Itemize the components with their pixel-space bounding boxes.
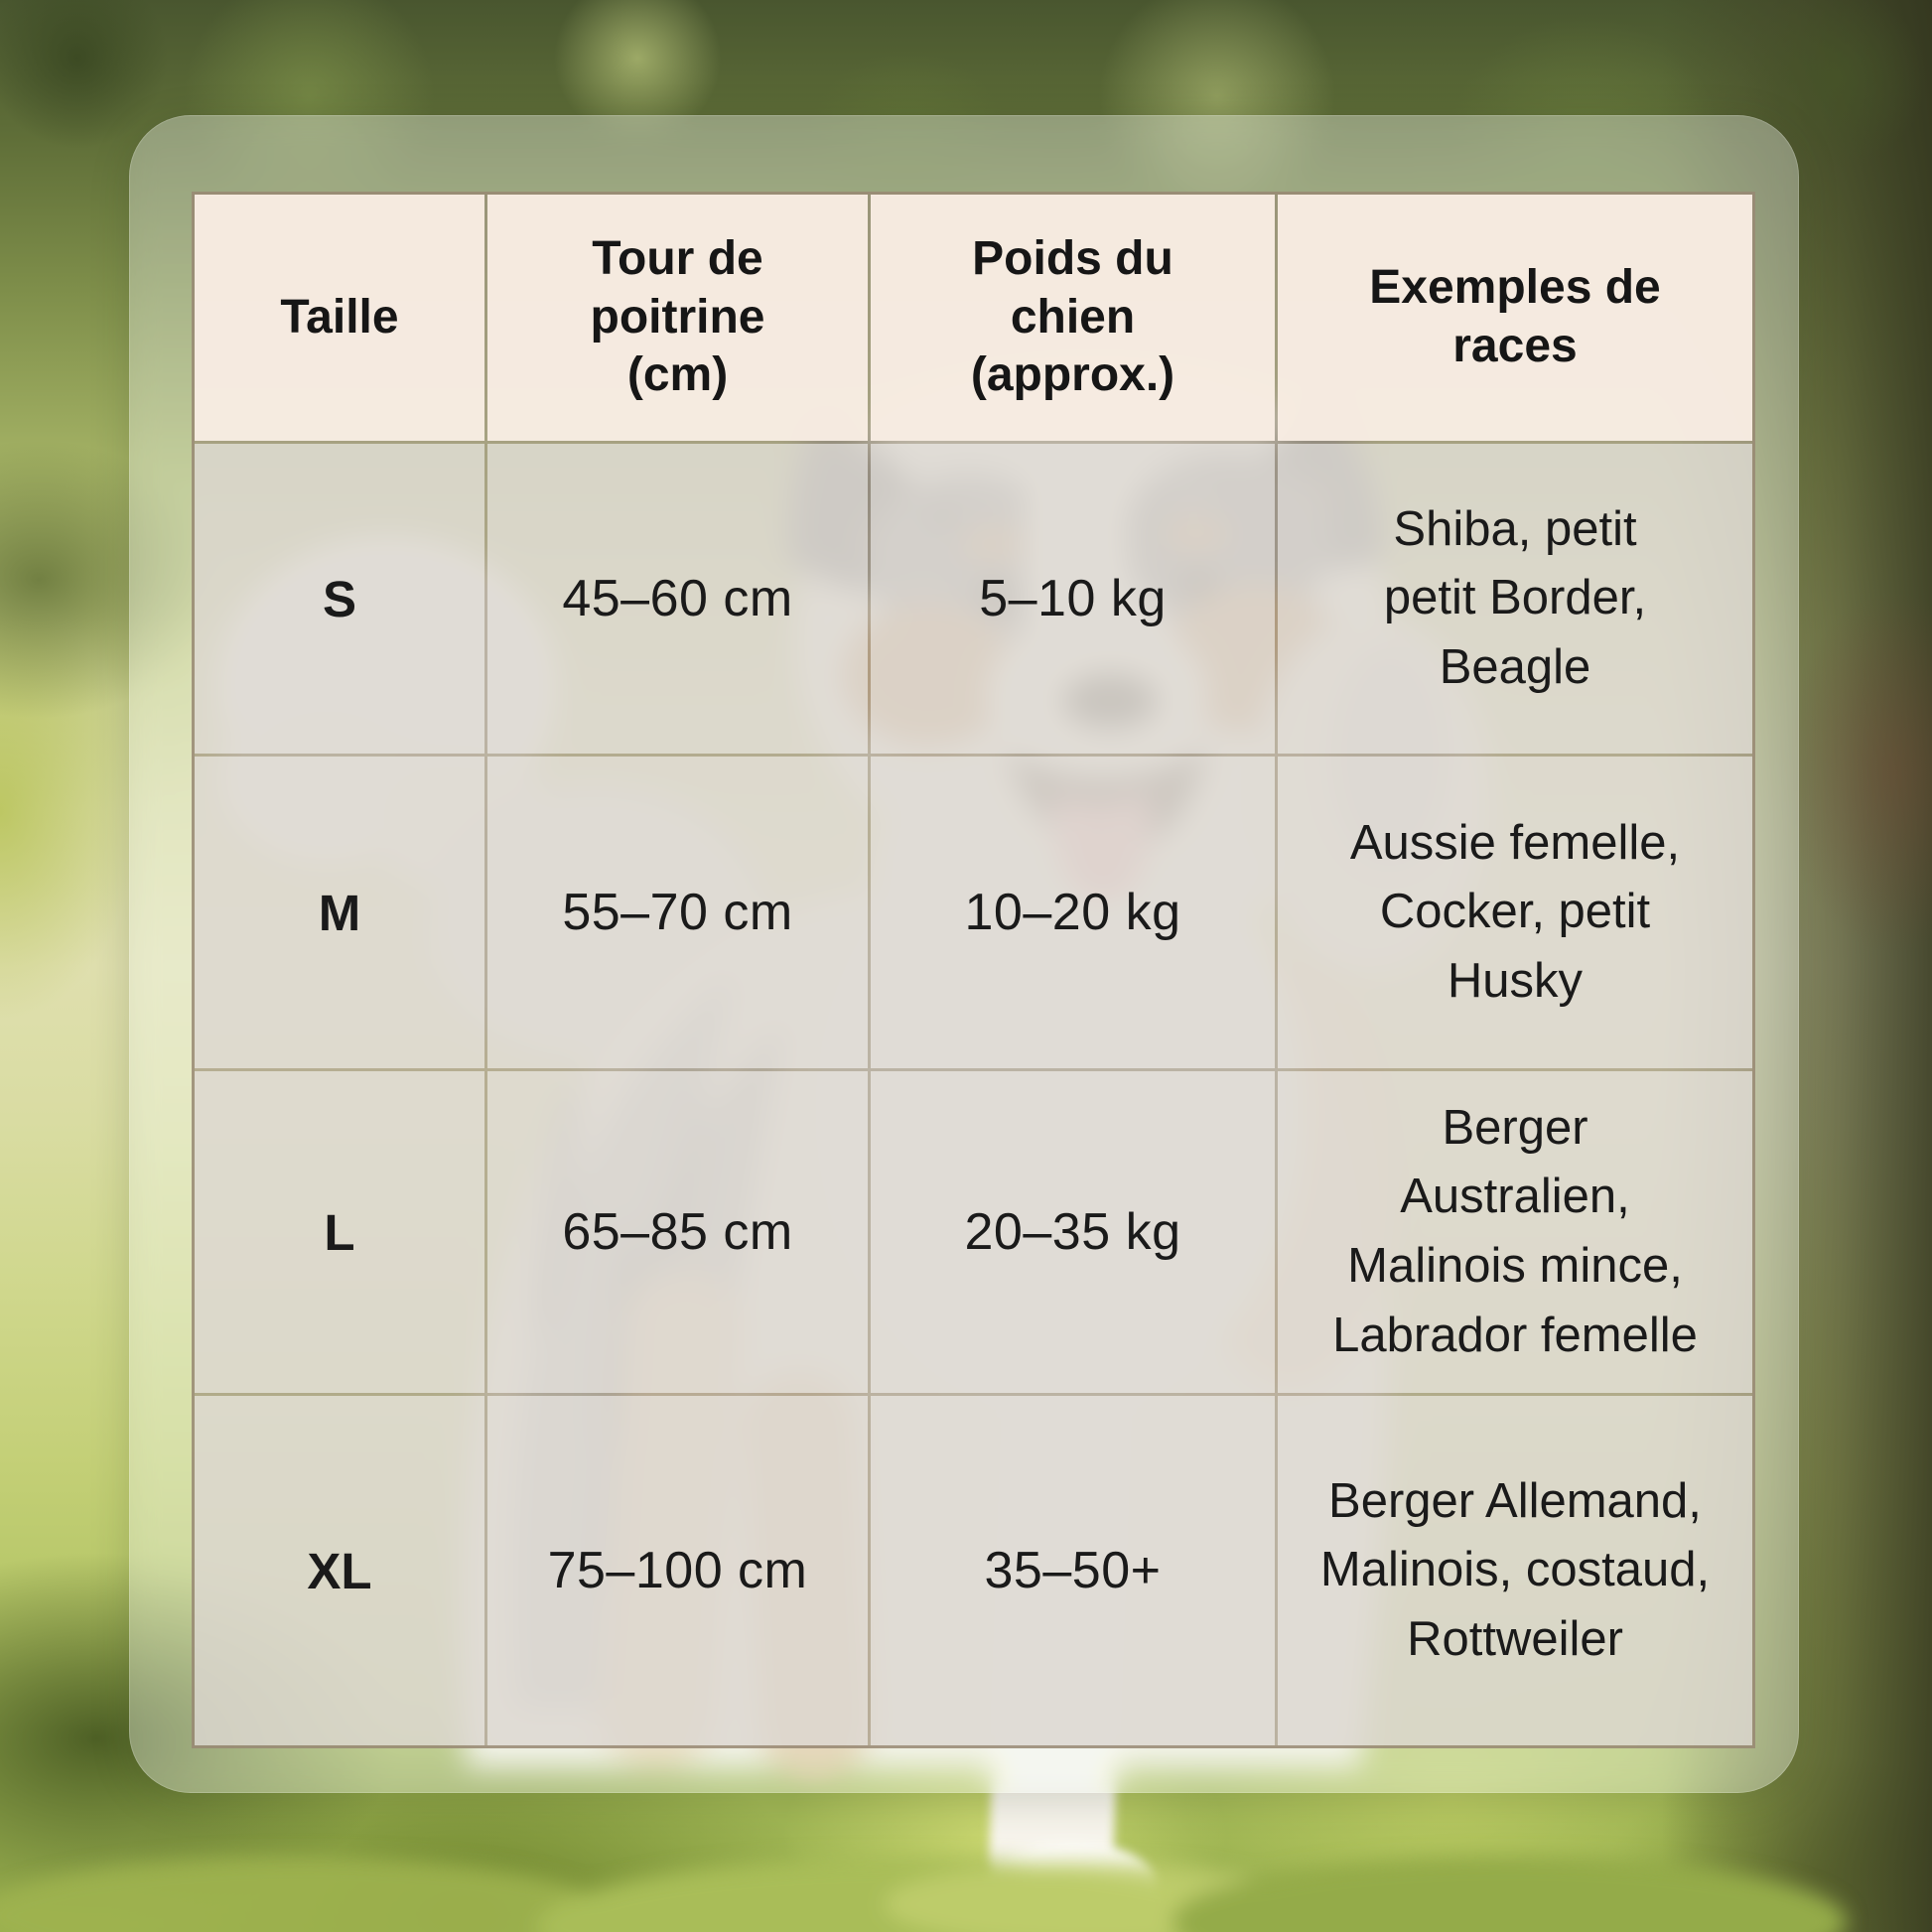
header-tour-de-poitrine: Tour de poitrine (cm)	[487, 195, 868, 441]
cell-breeds-xl: Berger Allemand, Malinois, costaud, Rott…	[1278, 1396, 1752, 1745]
cell-size-s: S	[195, 444, 484, 754]
cell-weight-s: 5–10 kg	[871, 444, 1275, 754]
foreground-grass	[0, 1857, 1847, 1932]
header-exemples-de-races: Exemples de races	[1278, 195, 1752, 441]
cell-weight-m: 10–20 kg	[871, 757, 1275, 1068]
cell-size-l: L	[195, 1071, 484, 1393]
cell-weight-l: 20–35 kg	[871, 1071, 1275, 1393]
cell-breeds-s: Shiba, petit petit Border, Beagle	[1278, 444, 1752, 754]
cell-size-xl: XL	[195, 1396, 484, 1745]
cell-chest-s: 45–60 cm	[487, 444, 868, 754]
cell-chest-xl: 75–100 cm	[487, 1396, 868, 1745]
header-poids-du-chien: Poids du chien (approx.)	[871, 195, 1275, 441]
size-chart-table: Taille Tour de poitrine (cm) Poids du ch…	[192, 192, 1755, 1748]
cell-breeds-l: Berger Australien, Malinois mince, Labra…	[1278, 1071, 1752, 1393]
cell-weight-xl: 35–50+	[871, 1396, 1275, 1745]
cell-chest-l: 65–85 cm	[487, 1071, 868, 1393]
header-taille: Taille	[195, 195, 484, 441]
cell-chest-m: 55–70 cm	[487, 757, 868, 1068]
cell-size-m: M	[195, 757, 484, 1068]
size-chart-panel: Taille Tour de poitrine (cm) Poids du ch…	[129, 115, 1799, 1793]
cell-breeds-m: Aussie femelle, Cocker, petit Husky	[1278, 757, 1752, 1068]
